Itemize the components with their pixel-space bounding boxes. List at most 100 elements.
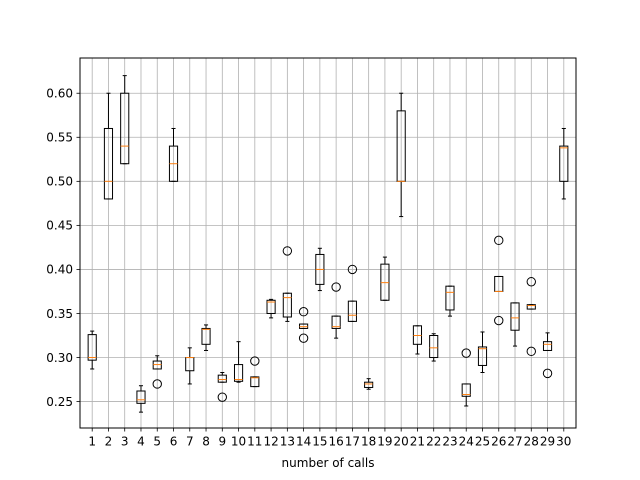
- box-9: [217, 372, 227, 402]
- y-tick-label: 0.30: [46, 351, 73, 365]
- box-body: [429, 335, 439, 359]
- x-tick-label: 1: [88, 435, 96, 449]
- x-tick-label: 16: [328, 435, 343, 449]
- x-tick-label: 30: [556, 435, 571, 449]
- box-17: [347, 264, 358, 322]
- x-tick-label: 20: [394, 435, 409, 449]
- outlier-point: [494, 235, 504, 246]
- box-body: [201, 327, 211, 345]
- x-axis: 1 2 3 4 5 6 7 8 9 10 11 12 13 14 15 16 17 18 19 20 21 22 23 24 2…: [88, 428, 571, 449]
- box-body: [477, 346, 488, 366]
- y-axis: 0.25 0.30 0.35 0.40 0.45 0.50 0.55 0.60: [46, 87, 80, 409]
- box-10: [233, 341, 244, 383]
- outlier-point: [250, 356, 260, 366]
- y-tick-label: 0.60: [46, 87, 73, 101]
- x-tick-label: 6: [170, 435, 178, 449]
- box-26: [494, 235, 504, 326]
- box-body: [266, 299, 276, 314]
- outlier-point: [494, 315, 504, 326]
- y-tick-label: 0.35: [46, 307, 73, 321]
- box-7: [185, 347, 195, 385]
- x-tick-label: 24: [459, 435, 474, 449]
- y-tick-label: 0.50: [46, 175, 73, 189]
- x-tick-label: 22: [426, 435, 441, 449]
- x-tick-label: 10: [231, 435, 246, 449]
- y-tick-label: 0.45: [46, 219, 73, 233]
- box-25: [477, 331, 488, 373]
- outlier-point: [298, 333, 309, 343]
- outlier-point: [526, 277, 536, 287]
- box-6: [168, 127, 179, 182]
- box-21: [412, 325, 423, 355]
- box-body: [461, 383, 471, 397]
- outlier-point: [347, 264, 358, 275]
- box-body: [217, 374, 227, 383]
- box-body: [347, 300, 357, 322]
- outlier-point: [298, 307, 309, 317]
- x-tick-label: 3: [121, 435, 129, 449]
- box-body: [510, 302, 520, 331]
- outlier-point: [282, 246, 293, 256]
- x-tick-label: 27: [507, 435, 522, 449]
- box-body: [233, 364, 244, 382]
- x-tick-label: 28: [524, 435, 539, 449]
- box-body: [559, 145, 569, 182]
- box-body: [542, 341, 553, 351]
- x-tick-label: 4: [137, 435, 145, 449]
- x-tick-label: 7: [186, 435, 194, 449]
- outlier-point: [461, 348, 471, 358]
- x-tick-label: 11: [247, 435, 262, 449]
- box-23: [445, 285, 455, 317]
- box-18: [364, 378, 374, 390]
- x-axis-label: number of calls: [282, 456, 375, 470]
- x-tick-label: 19: [377, 435, 392, 449]
- outlier-point: [217, 392, 227, 402]
- box-11: [250, 356, 260, 388]
- box-28: [526, 277, 536, 357]
- box-body: [331, 315, 341, 329]
- x-tick-label: 5: [153, 435, 161, 449]
- box-body: [445, 285, 455, 311]
- box-body: [364, 381, 374, 388]
- box-5: [152, 355, 162, 389]
- outlier-point: [542, 368, 553, 379]
- x-tick-label: 26: [491, 435, 506, 449]
- box-14: [298, 307, 309, 343]
- box-body: [120, 92, 130, 165]
- box-12: [266, 298, 276, 319]
- x-tick-label: 15: [312, 435, 327, 449]
- box-8: [201, 324, 211, 351]
- box-15: [315, 247, 325, 292]
- outlier-point: [526, 346, 536, 357]
- boxes-layer: [87, 75, 569, 413]
- box-body: [136, 390, 146, 404]
- box-4: [136, 385, 146, 413]
- x-tick-label: 21: [410, 435, 425, 449]
- outlier-point: [152, 379, 162, 389]
- x-tick-label: 13: [280, 435, 295, 449]
- x-tick-label: 9: [218, 435, 226, 449]
- box-body: [526, 304, 536, 310]
- box-20: [396, 92, 406, 218]
- box-body: [282, 292, 292, 318]
- x-tick-label: 12: [263, 435, 278, 449]
- outlier-point: [331, 282, 341, 292]
- x-tick-label: 8: [202, 435, 210, 449]
- y-tick-label: 0.25: [46, 395, 73, 409]
- box-13: [282, 246, 293, 322]
- x-tick-label: 2: [105, 435, 113, 449]
- box-29: [542, 332, 553, 379]
- box-22: [429, 333, 439, 362]
- box-24: [461, 348, 471, 407]
- box-19: [380, 256, 390, 301]
- box-16: [331, 282, 341, 339]
- box-2: [103, 92, 114, 200]
- box-3: [120, 75, 130, 165]
- y-tick-label: 0.55: [46, 131, 73, 145]
- box-30: [559, 127, 569, 200]
- x-tick-label: 23: [442, 435, 457, 449]
- box-body: [103, 127, 114, 200]
- x-tick-label: 25: [475, 435, 490, 449]
- y-tick-label: 0.40: [46, 263, 73, 277]
